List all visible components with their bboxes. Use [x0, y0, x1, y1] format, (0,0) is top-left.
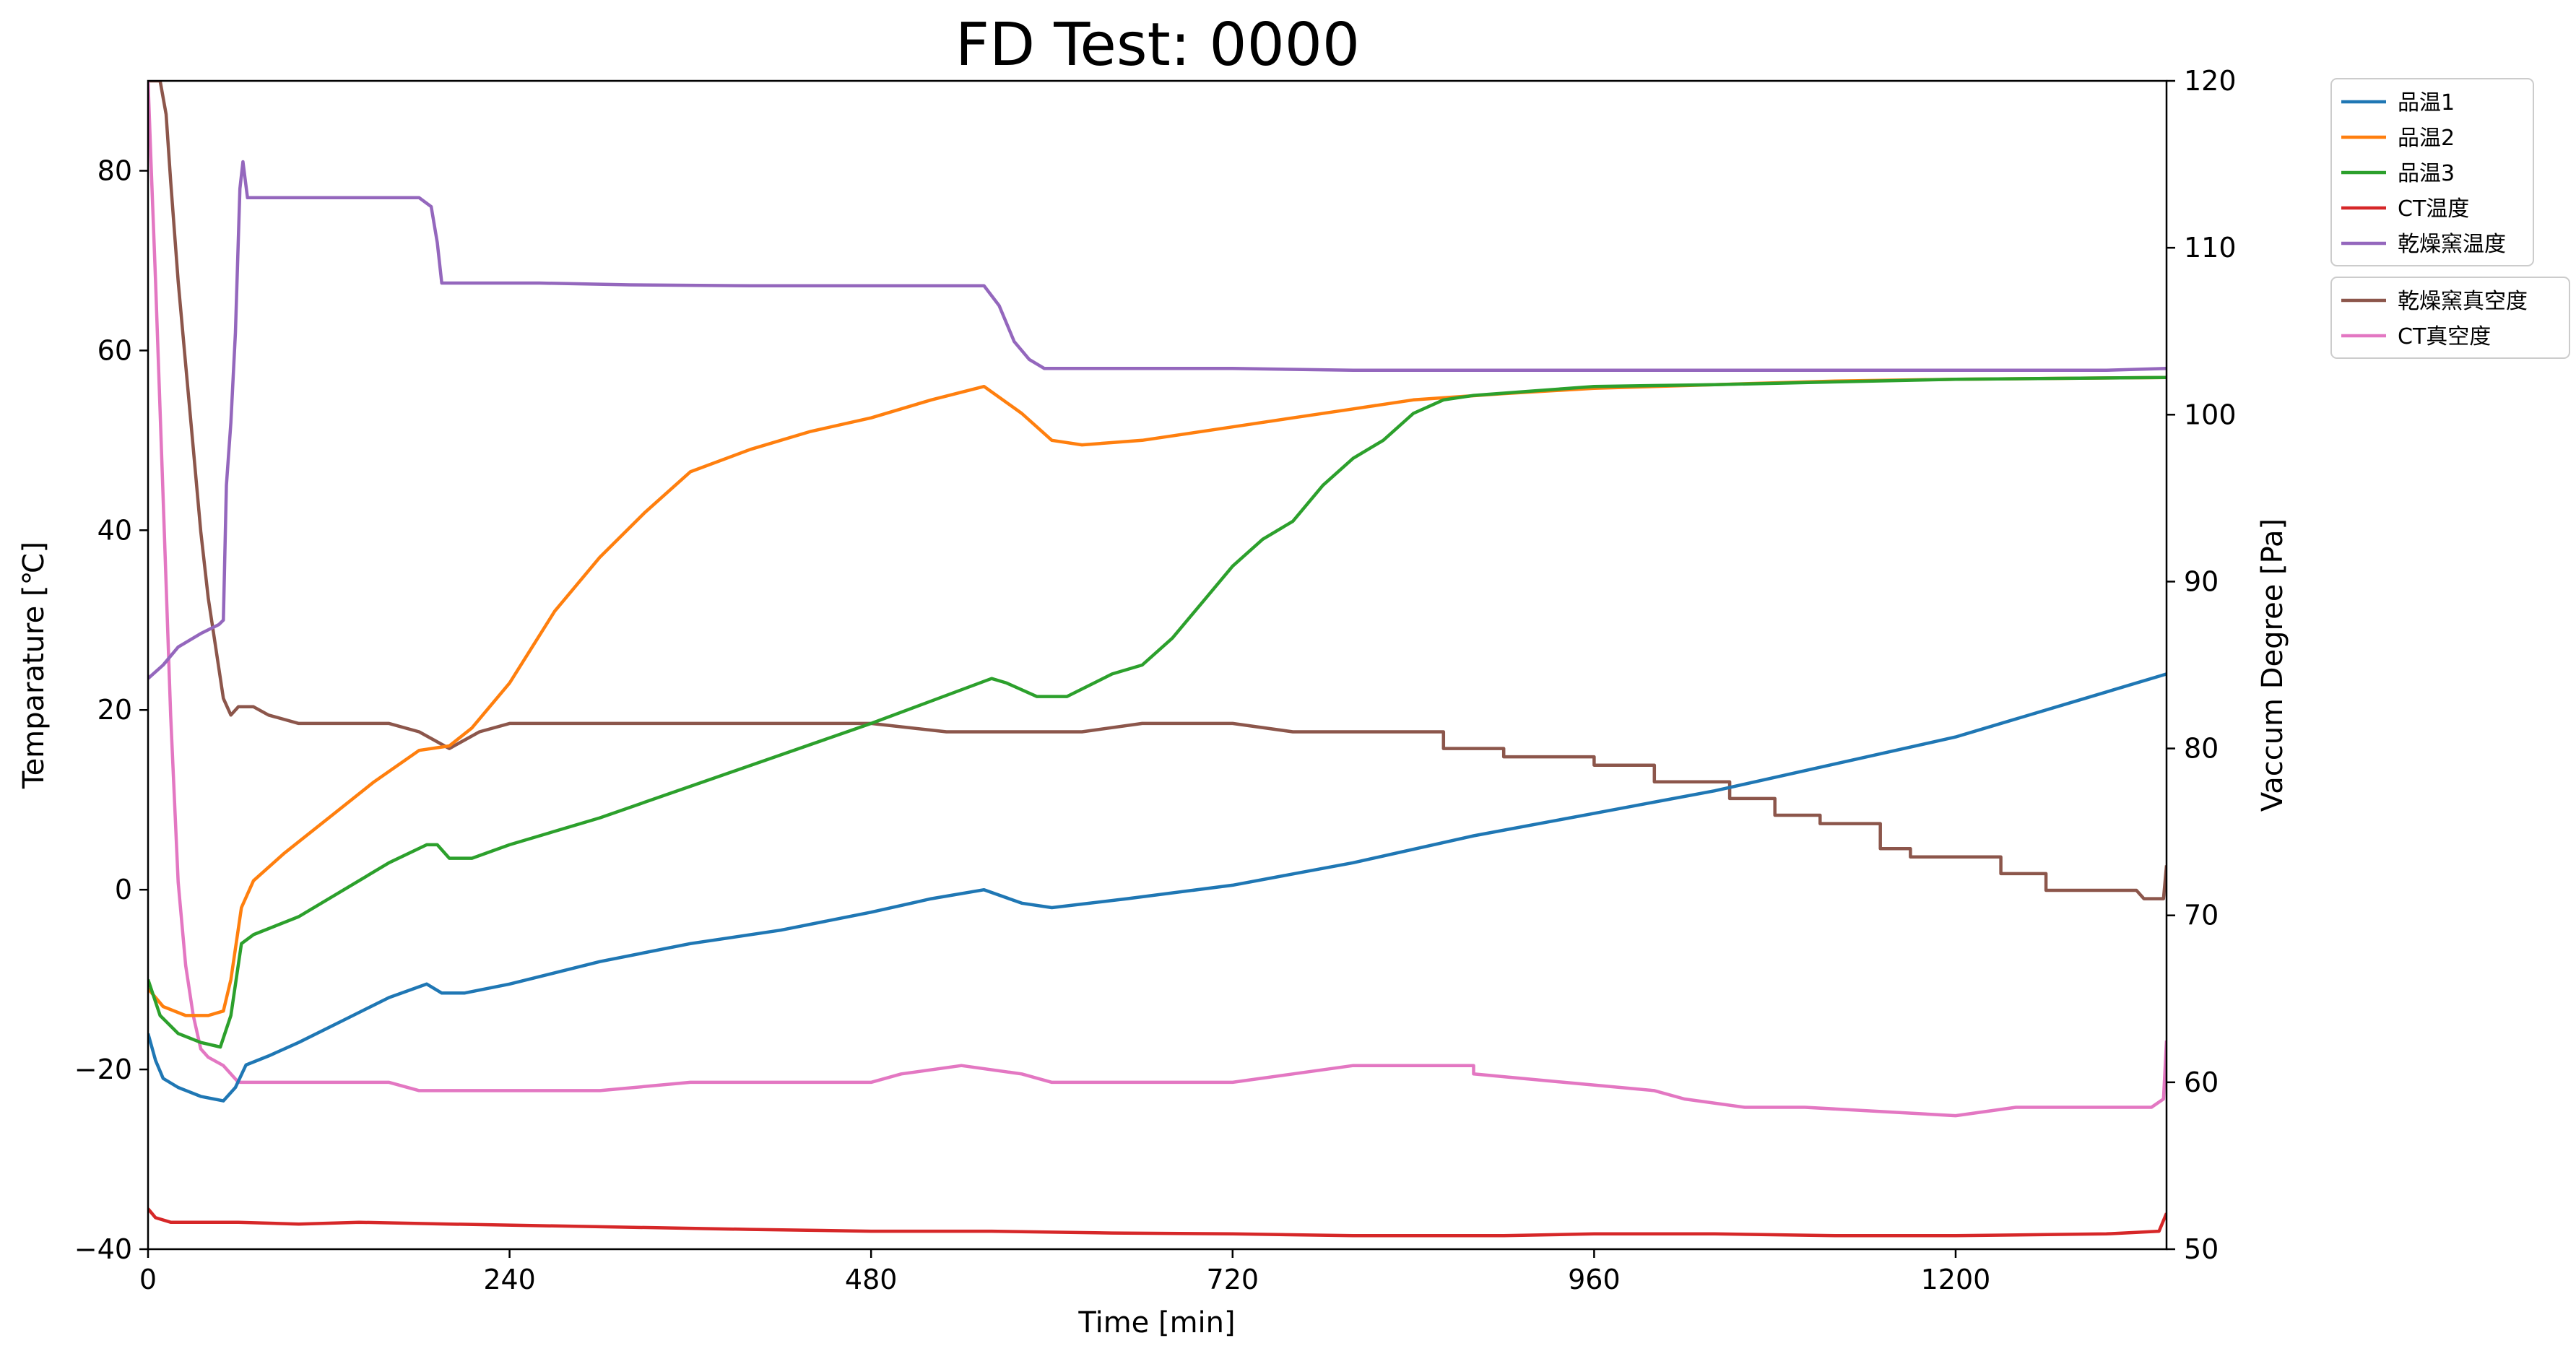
- y-right-tick-label: 100: [2184, 399, 2237, 430]
- series-line-temperature-4: [148, 160, 2167, 680]
- legend-label: CT温度: [2398, 196, 2469, 222]
- legend-label: 乾燥窯真空度: [2398, 289, 2528, 314]
- y-left-tick-label: 20: [97, 694, 132, 726]
- x-axis: 0 240 480 720 960 1200: [139, 1249, 1990, 1295]
- y-right-tick-label: 120: [2184, 65, 2237, 97]
- series-line-vacuum-0: [148, 81, 2167, 900]
- y-axis-right-label: Vaccum Degree [Pa]: [2256, 518, 2289, 812]
- x-tick-label: 480: [845, 1264, 898, 1295]
- legend-label: 品温3: [2398, 161, 2455, 186]
- y-left-tick-label: 40: [97, 514, 132, 546]
- x-axis-label: Time [min]: [1077, 1306, 1235, 1339]
- legend-vacuum: 乾燥窯真空度 CT真空度: [2330, 277, 2570, 359]
- y-axis-left: −40 −20 0 20 40 60 80: [74, 155, 148, 1265]
- y-left-tick-label: −40: [74, 1233, 132, 1265]
- y-right-tick-label: 50: [2184, 1233, 2219, 1265]
- series-line-temperature-3: [148, 1207, 2167, 1238]
- plot-frame: [147, 79, 2168, 1251]
- y-right-tick-label: 90: [2184, 565, 2219, 597]
- legend-label: 品温2: [2398, 126, 2455, 151]
- legend-label: 乾燥窯温度: [2398, 232, 2506, 257]
- x-tick-label: 960: [1568, 1264, 1621, 1295]
- y-axis-left-label: Temparature [℃]: [17, 542, 51, 789]
- x-tick-label: 720: [1207, 1264, 1259, 1295]
- y-right-tick-label: 110: [2184, 232, 2237, 264]
- legend-label: 品温1: [2398, 90, 2455, 116]
- x-tick-label: 1200: [1921, 1264, 1991, 1295]
- y-left-tick-label: −20: [74, 1054, 132, 1085]
- y-right-tick-label: 80: [2184, 733, 2219, 765]
- y-right-tick-label: 60: [2184, 1067, 2219, 1098]
- y-left-tick-label: 80: [97, 155, 132, 186]
- y-right-tick-label: 70: [2184, 900, 2219, 931]
- x-tick-label: 0: [139, 1264, 157, 1295]
- y-axis-right: 50 60 70 80 90 100 110 120: [2167, 65, 2237, 1265]
- y-left-tick-label: 0: [115, 874, 132, 905]
- legend-box: [2330, 78, 2534, 266]
- series-line-temperature-2: [148, 375, 2167, 1049]
- plot-lines: [148, 81, 2167, 1238]
- y-left-tick-label: 60: [97, 334, 132, 366]
- legend-label: CT真空度: [2398, 324, 2491, 349]
- chart-title: FD Test: 0000: [955, 11, 1360, 79]
- series-line-temperature-1: [148, 375, 2167, 1017]
- x-tick-label: 240: [483, 1264, 536, 1295]
- series-line-temperature-0: [148, 672, 2167, 1103]
- series-line-vacuum-1: [148, 81, 2167, 1118]
- legend-box: [2330, 277, 2570, 359]
